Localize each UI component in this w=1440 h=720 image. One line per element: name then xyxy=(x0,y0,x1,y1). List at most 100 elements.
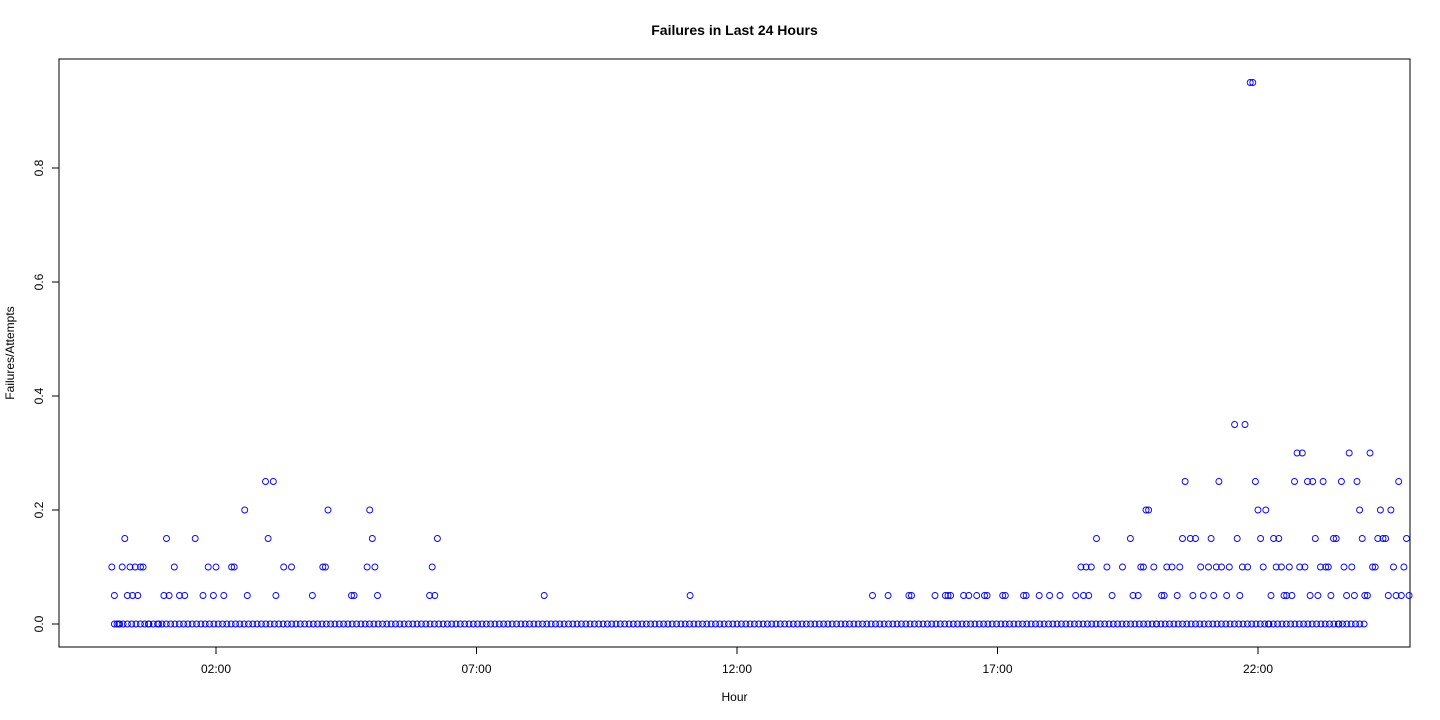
data-point xyxy=(1010,620,1018,628)
data-point xyxy=(249,620,257,628)
y-tick-label: 0.8 xyxy=(32,159,46,176)
data-point xyxy=(1360,620,1368,628)
data-point xyxy=(1157,620,1165,628)
data-point xyxy=(1088,620,1096,628)
data-point xyxy=(625,620,633,628)
data-point xyxy=(1085,592,1093,599)
chart-title: Failures in Last 24 Hours xyxy=(651,22,818,38)
data-point xyxy=(1192,535,1199,542)
data-point xyxy=(1032,620,1039,628)
data-point xyxy=(1045,620,1052,628)
data-point xyxy=(642,620,650,628)
data-point xyxy=(1119,563,1126,571)
data-point xyxy=(110,592,118,599)
data-point xyxy=(1309,478,1317,485)
data-point xyxy=(269,478,277,485)
data-point xyxy=(1387,506,1395,514)
data-point xyxy=(1134,592,1142,599)
data-point xyxy=(820,620,828,628)
data-point xyxy=(228,563,236,571)
data-point xyxy=(560,620,568,628)
data-point xyxy=(1285,563,1293,571)
data-point xyxy=(897,620,905,628)
data-point xyxy=(1374,535,1382,542)
data-point xyxy=(1108,592,1116,599)
data-point xyxy=(314,620,322,628)
data-point xyxy=(321,563,329,571)
data-point xyxy=(1363,592,1371,599)
data-point xyxy=(1127,620,1135,628)
data-point xyxy=(232,620,239,628)
data-point xyxy=(1006,620,1013,628)
data-point xyxy=(1353,478,1361,485)
data-point xyxy=(906,620,914,628)
data-point xyxy=(227,620,235,628)
data-point xyxy=(733,620,741,628)
data-point xyxy=(755,620,763,628)
data-point xyxy=(1160,592,1168,599)
data-point xyxy=(1036,620,1044,628)
data-point xyxy=(1330,620,1338,628)
data-point xyxy=(1215,478,1223,485)
data-point xyxy=(1205,563,1212,571)
data-point xyxy=(599,620,607,628)
data-point xyxy=(370,620,378,628)
data-point xyxy=(241,506,249,514)
data-point xyxy=(846,620,853,628)
data-point xyxy=(1139,563,1147,571)
data-point xyxy=(1105,620,1113,628)
data-point xyxy=(1079,620,1087,628)
data-point xyxy=(1278,620,1286,628)
data-point xyxy=(1075,620,1083,628)
data-point xyxy=(828,620,836,628)
data-point xyxy=(1217,620,1225,628)
data-point xyxy=(1131,620,1139,628)
data-point xyxy=(1382,535,1390,542)
data-point xyxy=(368,535,376,542)
data-point xyxy=(1254,506,1262,514)
data-point xyxy=(556,620,564,628)
data-point xyxy=(958,620,966,628)
data-point xyxy=(768,620,776,628)
data-point xyxy=(1207,535,1215,542)
data-point xyxy=(422,620,430,628)
data-point xyxy=(785,620,793,628)
data-point xyxy=(737,620,745,628)
data-point xyxy=(134,592,142,599)
data-point xyxy=(160,592,168,599)
data-point xyxy=(1072,592,1080,599)
data-point xyxy=(1230,620,1238,628)
data-point xyxy=(1197,563,1205,571)
data-point xyxy=(1122,620,1130,628)
data-point xyxy=(1101,620,1109,628)
data-point xyxy=(318,620,326,628)
data-point xyxy=(824,620,832,628)
data-point xyxy=(673,620,681,628)
data-point xyxy=(405,620,412,628)
data-point xyxy=(811,620,819,628)
data-point xyxy=(219,620,226,628)
data-point xyxy=(264,535,272,542)
data-point xyxy=(1189,592,1197,599)
data-point xyxy=(530,620,538,628)
data-point xyxy=(1040,620,1048,628)
data-point xyxy=(361,620,369,628)
data-point xyxy=(428,563,436,571)
data-point xyxy=(1080,592,1087,599)
data-point xyxy=(1239,620,1247,628)
data-point xyxy=(1308,620,1316,628)
y-axis: 0.0 0.2 0.4 0.6 0.8 xyxy=(32,159,59,632)
data-point xyxy=(197,620,205,628)
data-point xyxy=(283,620,291,628)
data-point xyxy=(965,592,973,599)
data-point xyxy=(1218,563,1225,571)
data-point xyxy=(590,620,598,628)
data-point xyxy=(837,620,845,628)
data-point xyxy=(854,620,862,628)
data-point xyxy=(869,592,876,599)
data-point xyxy=(245,620,252,628)
data-point xyxy=(353,620,361,628)
data-point xyxy=(1348,563,1356,571)
data-point xyxy=(1145,506,1153,514)
data-point xyxy=(1291,620,1299,628)
